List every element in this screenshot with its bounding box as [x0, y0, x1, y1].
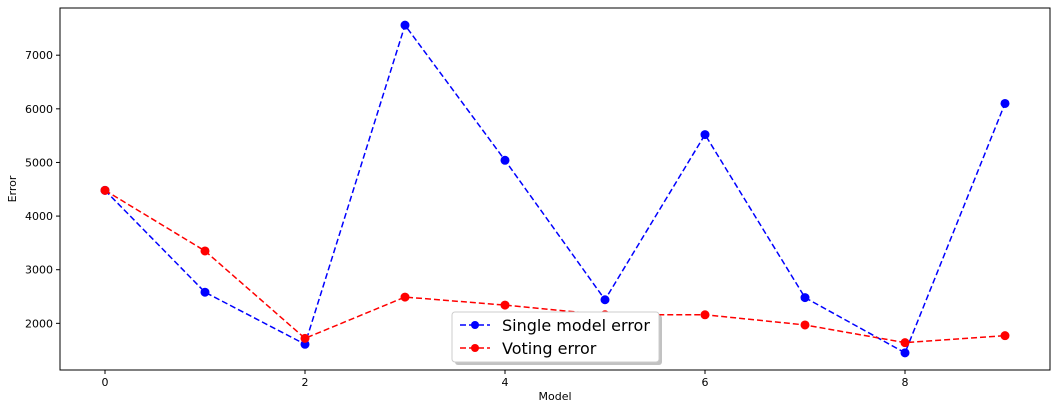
x-tick-label: 6: [702, 376, 709, 389]
data-point-1-0: [100, 185, 110, 195]
data-point-0-4: [500, 155, 510, 165]
legend-box: [451, 311, 660, 363]
y-tick-label: 6000: [25, 103, 53, 116]
x-axis-label: Model: [538, 390, 571, 403]
legend-label-1: Voting error: [502, 339, 597, 358]
y-tick-label: 2000: [25, 317, 53, 330]
plot-frame: [59, 7, 1051, 371]
y-tick-label: 4000: [25, 210, 53, 223]
data-point-0-8: [900, 348, 910, 358]
y-tick-label: 3000: [25, 264, 53, 277]
data-point-0-5: [600, 295, 610, 305]
data-point-1-9: [1000, 331, 1010, 341]
x-tick-label: 8: [902, 376, 909, 389]
y-tick-label: 7000: [25, 49, 53, 62]
legend-marker-1: [471, 344, 479, 352]
data-point-1-3: [400, 292, 410, 302]
series-line-0: [104, 23, 1006, 354]
legend-item-0: Single model error: [460, 316, 650, 335]
legend-label-0: Single model error: [502, 316, 650, 335]
axes: 0 2 4 6 8 2000 3000 4000 5000 6000 7000: [25, 7, 1051, 389]
x-tick-label: 0: [102, 376, 109, 389]
series-line-1: [104, 189, 1006, 344]
x-tick-label: 2: [302, 376, 309, 389]
data-point-1-7: [800, 320, 810, 330]
legend: Single model error Voting error: [451, 311, 662, 365]
y-axis-label: Error: [6, 175, 19, 202]
legend-item-1: Voting error: [460, 339, 597, 358]
data-point-1-4: [500, 300, 510, 310]
data-point-1-2: [300, 333, 310, 343]
legend-marker-0: [471, 321, 479, 329]
data-point-1-6: [700, 310, 710, 320]
data-point-0-9: [1000, 98, 1010, 108]
data-point-0-3: [400, 20, 410, 30]
plot-area: [100, 20, 1010, 358]
x-tick-label: 4: [502, 376, 509, 389]
data-point-0-1: [200, 287, 210, 297]
data-point-0-6: [700, 130, 710, 140]
data-point-1-8: [900, 338, 910, 348]
data-point-0-7: [800, 293, 810, 303]
y-tick-label: 5000: [25, 156, 53, 169]
data-point-1-1: [200, 246, 210, 256]
